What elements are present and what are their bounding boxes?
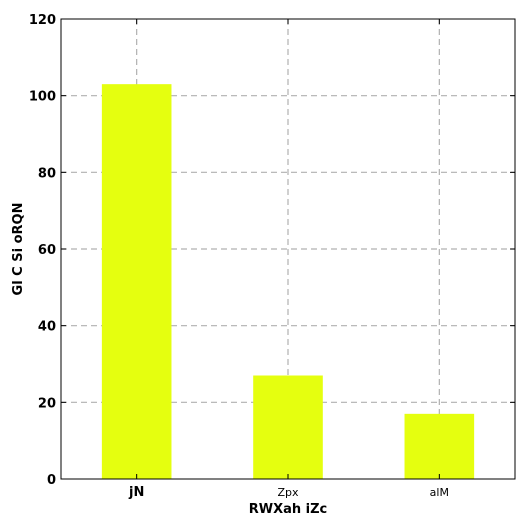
x-tick-label-Zpx: Zpx xyxy=(277,486,299,499)
bar-alM xyxy=(404,413,475,479)
y-tick-label: 40 xyxy=(38,320,56,335)
x-axis-label: RWXah iZc xyxy=(249,502,328,517)
y-axis-label: Gl C Si oRQN xyxy=(11,203,26,296)
labels-layer: 0 20 40 60 80 100 120 jN Zpx alM xyxy=(29,13,449,500)
y-tick-label: 20 xyxy=(38,396,56,411)
y-tick-label: 120 xyxy=(29,13,56,28)
bar-jN xyxy=(101,84,172,480)
y-tick-label: 60 xyxy=(38,243,56,258)
ticks-layer xyxy=(61,18,515,480)
bar-Zpx xyxy=(253,375,323,479)
bars-layer xyxy=(101,84,475,480)
y-tick-label: 80 xyxy=(38,166,56,181)
x-tick-label-alM: alM xyxy=(430,486,449,499)
y-tick-label: 100 xyxy=(29,90,56,105)
y-tick-label: 0 xyxy=(47,473,56,488)
x-tick-label-jN: jN xyxy=(128,485,144,500)
